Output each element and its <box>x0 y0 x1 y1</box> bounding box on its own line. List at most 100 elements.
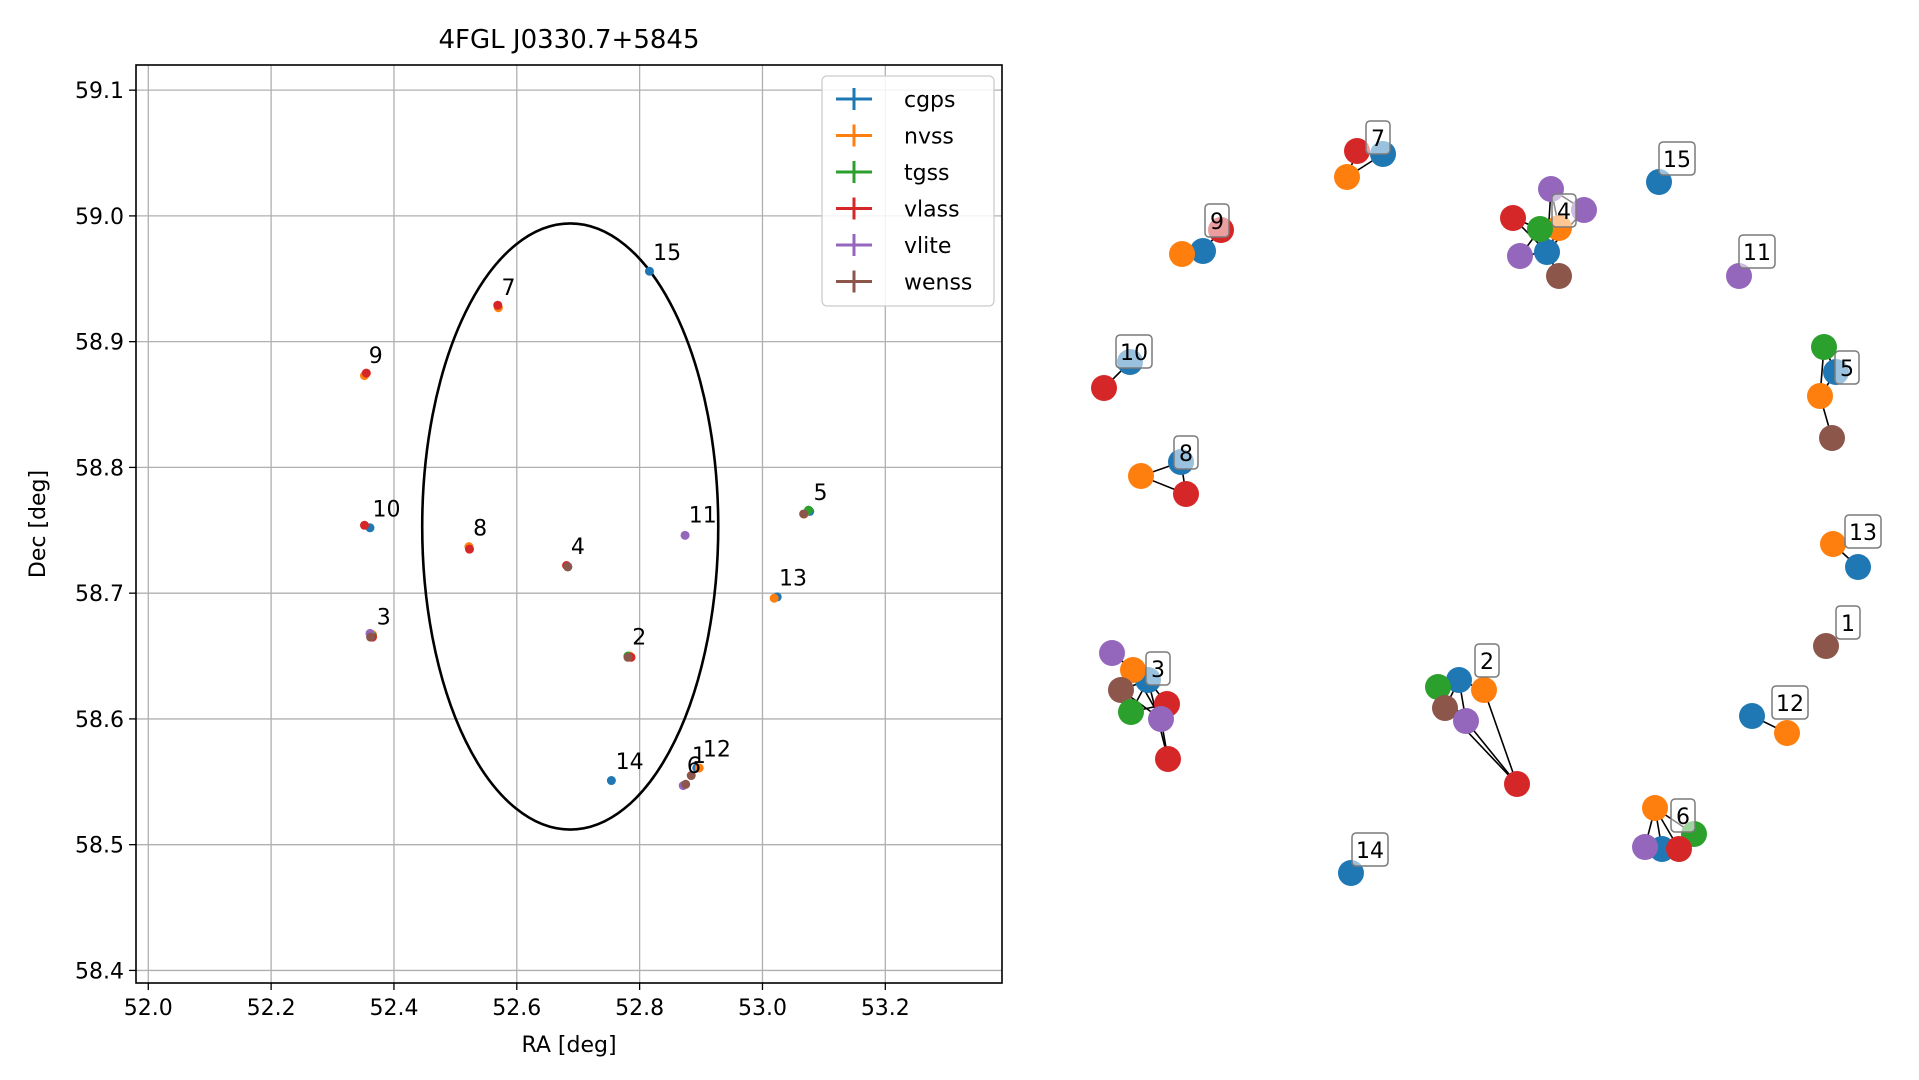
network-label: 4 <box>1557 200 1571 225</box>
network-node <box>1507 243 1533 269</box>
legend-box <box>821 75 995 307</box>
network-node <box>1190 238 1216 264</box>
network-node <box>1571 197 1597 223</box>
network-edge <box>1483 689 1518 785</box>
network-node <box>1108 677 1134 703</box>
y-tick-label: 59.0 <box>75 205 124 230</box>
network-node <box>1500 205 1526 231</box>
network-node <box>1504 771 1530 797</box>
network-label-box <box>1365 120 1391 155</box>
network-node <box>1632 834 1658 860</box>
point-cgps <box>606 776 616 786</box>
point-cgps <box>644 266 654 276</box>
network-label-box <box>1771 685 1809 720</box>
legend-label: cgps <box>904 88 956 113</box>
network-node <box>1091 375 1117 401</box>
network-label: 15 <box>1663 148 1691 173</box>
network-label: 6 <box>1676 805 1690 830</box>
legend-item-nvss: nvss <box>836 124 954 150</box>
network-label: 5 <box>1840 357 1854 382</box>
source-label: 8 <box>473 516 487 541</box>
legend-label: vlass <box>904 198 960 223</box>
network-node <box>1739 703 1765 729</box>
point-wenss <box>681 779 691 789</box>
point-vlite <box>680 530 690 540</box>
source-label: 12 <box>703 738 731 763</box>
network-node <box>1774 720 1800 746</box>
network-label: 1 <box>1841 612 1855 637</box>
network-label-box <box>1658 141 1696 176</box>
network-node <box>1453 708 1479 734</box>
network-node <box>1128 463 1154 489</box>
legend-label: vlite <box>904 234 951 259</box>
network-node <box>1534 239 1560 265</box>
network-label-box <box>1115 334 1153 369</box>
network-label: 11 <box>1743 241 1771 266</box>
network-node <box>1155 746 1181 772</box>
x-axis-ticks: 52.0 52.2 52.4 52.6 52.8 53.0 53.2 <box>124 983 910 1021</box>
network-node <box>1471 677 1497 703</box>
x-tick-label: 53.0 <box>738 996 787 1021</box>
y-tick-label: 58.4 <box>75 959 124 984</box>
point-wenss <box>686 771 696 781</box>
network-label: 14 <box>1356 839 1384 864</box>
network-label: 9 <box>1210 210 1224 235</box>
network-node <box>1425 674 1451 700</box>
legend: cgps nvss tgss vlass vlite wenss <box>821 75 995 307</box>
x-tick-label: 53.2 <box>861 996 910 1021</box>
search-region <box>420 222 720 831</box>
network-label: 8 <box>1179 442 1193 467</box>
network-edge <box>1465 720 1518 785</box>
network-label-box <box>1844 514 1882 549</box>
network-node <box>1666 836 1692 862</box>
x-tick-label: 52.2 <box>247 996 296 1021</box>
network-label: 12 <box>1776 692 1804 717</box>
network-label-box <box>1834 350 1860 385</box>
network-node <box>1118 699 1144 725</box>
network-node <box>1845 554 1871 580</box>
network-node <box>1813 633 1839 659</box>
y-axis-label: Dec [deg] <box>26 470 51 578</box>
network-label-box <box>1351 832 1389 867</box>
chart-title: 4FGL J0330.7+5845 <box>439 25 700 55</box>
x-tick-label: 52.4 <box>369 996 418 1021</box>
y-tick-label: 58.6 <box>75 708 124 733</box>
source-label: 4 <box>571 535 585 560</box>
data-points <box>359 266 815 791</box>
network-node <box>1099 640 1125 666</box>
network-label-box <box>1145 651 1171 686</box>
network-node <box>1344 138 1370 164</box>
network-node <box>1446 667 1472 693</box>
x-tick-label: 52.6 <box>492 996 541 1021</box>
source-label: 2 <box>632 626 646 651</box>
point-vlass <box>361 368 371 378</box>
legend-label: tgss <box>904 161 950 186</box>
legend-item-vlite: vlite <box>836 234 951 259</box>
x-axis-label: RA [deg] <box>521 1033 616 1058</box>
network-label-box <box>1173 435 1199 470</box>
network-label: 2 <box>1480 650 1494 675</box>
network-node <box>1642 795 1668 821</box>
network-label: 10 <box>1120 341 1148 366</box>
source-label: 1 <box>692 744 706 769</box>
network-node <box>1334 164 1360 190</box>
x-tick-label: 52.0 <box>124 996 173 1021</box>
y-tick-label: 59.1 <box>75 79 124 104</box>
y-tick-label: 58.9 <box>75 331 124 356</box>
source-label: 5 <box>813 481 827 506</box>
point-wenss <box>366 632 376 642</box>
legend-label: nvss <box>904 125 954 150</box>
network-label-box <box>1835 605 1861 640</box>
source-label: 11 <box>689 504 717 529</box>
legend-item-vlass: vlass <box>836 197 960 223</box>
y-tick-label: 58.5 <box>75 834 124 859</box>
y-axis-ticks: 58.4 58.5 58.6 58.7 58.8 58.9 59.0 59.1 <box>75 79 136 984</box>
y-tick-label: 58.8 <box>75 456 124 481</box>
legend-item-wenss: wenss <box>836 270 972 296</box>
network-node <box>1169 241 1195 267</box>
network-label-box <box>1670 798 1696 833</box>
